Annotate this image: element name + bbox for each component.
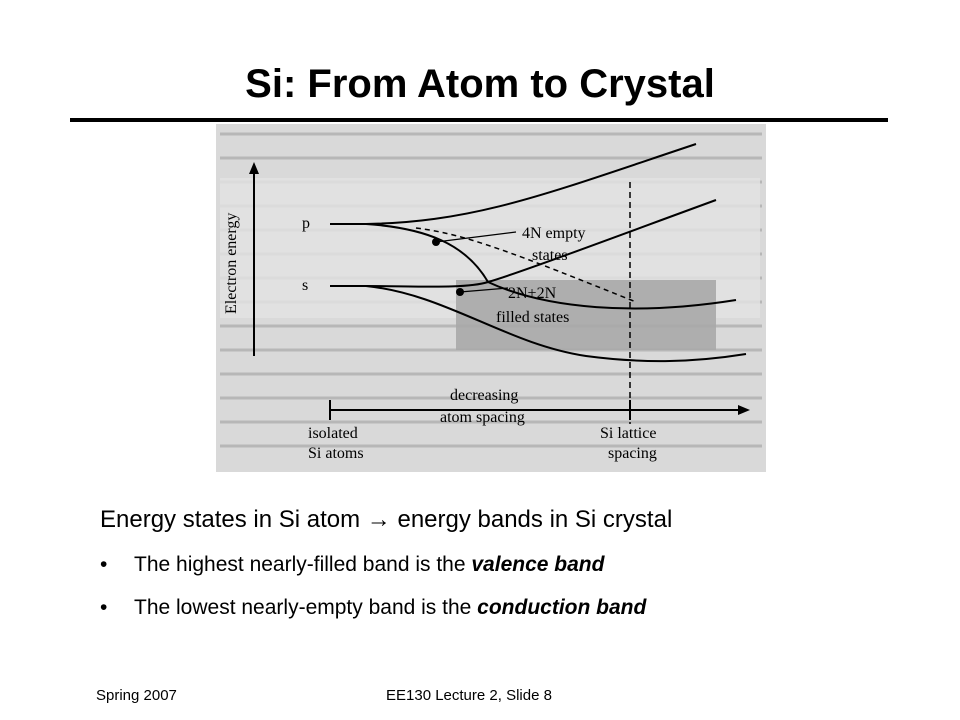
lower-band-leader — [459, 287, 509, 293]
footer-lecture: EE130 Lecture 2, Slide 8 — [386, 687, 552, 704]
level-p-label: p — [302, 215, 310, 232]
main-statement: Energy states in Si atom → energy bands … — [100, 506, 672, 534]
bullet-valence-emphasis: valence band — [471, 553, 605, 576]
bullet-valence-text: The highest nearly-filled band is the — [134, 553, 472, 576]
band-crossing-dashed — [415, 227, 637, 303]
bullet-conduction-text: The lowest nearly-empty band is the — [134, 596, 478, 619]
energy-band-diagram: Electron energy p s 4N empty states 2N+2… — [216, 124, 766, 472]
x-arrow-label-2: atom spacing — [440, 409, 525, 426]
conduction-band-top — [365, 143, 697, 225]
valence-band-bottom — [365, 285, 747, 363]
footer-date: Spring 2007 — [96, 687, 177, 704]
valence-band-top-right — [487, 281, 737, 310]
upper-band-label-1: 4N empty — [522, 225, 586, 242]
lower-band-label-2: filled states — [496, 309, 569, 326]
bullet-dot-icon: • — [100, 596, 108, 619]
y-axis-label: Electron energy — [223, 213, 240, 314]
x-arrow-label-1: decreasing — [450, 387, 518, 404]
filled-band-shading — [456, 280, 716, 350]
conduction-band-bottom — [365, 199, 717, 284]
bullet-list: • The highest nearly-filled band is the … — [100, 550, 646, 636]
arrow-icon: → — [366, 506, 391, 533]
bullet-conduction-emphasis: conduction band — [477, 596, 647, 619]
right-marker-label-2: spacing — [608, 445, 657, 462]
main-statement-before: Energy states in Si atom — [100, 506, 367, 533]
title-underline — [70, 118, 888, 122]
slide-title: Si: From Atom to Crystal — [245, 62, 715, 106]
level-s-label: s — [302, 277, 308, 294]
y-axis-arrowhead — [249, 162, 259, 174]
bullet-conduction: • The lowest nearly-empty band is the co… — [100, 593, 646, 636]
x-axis-arrowhead — [738, 405, 750, 415]
bullet-dot-icon: • — [100, 553, 108, 576]
right-marker-label-1: Si lattice — [600, 425, 656, 442]
lower-band-label-1: 2N+2N — [508, 285, 557, 302]
left-marker-label-2: Si atoms — [308, 445, 364, 462]
valence-band-top — [365, 281, 489, 288]
main-statement-after: energy bands in Si crystal — [390, 506, 673, 533]
upper-band-leader — [435, 231, 517, 243]
bullet-valence: • The highest nearly-filled band is the … — [100, 550, 646, 593]
left-marker-label-1: isolated — [308, 425, 358, 442]
upper-band-label-2: states — [532, 247, 568, 264]
